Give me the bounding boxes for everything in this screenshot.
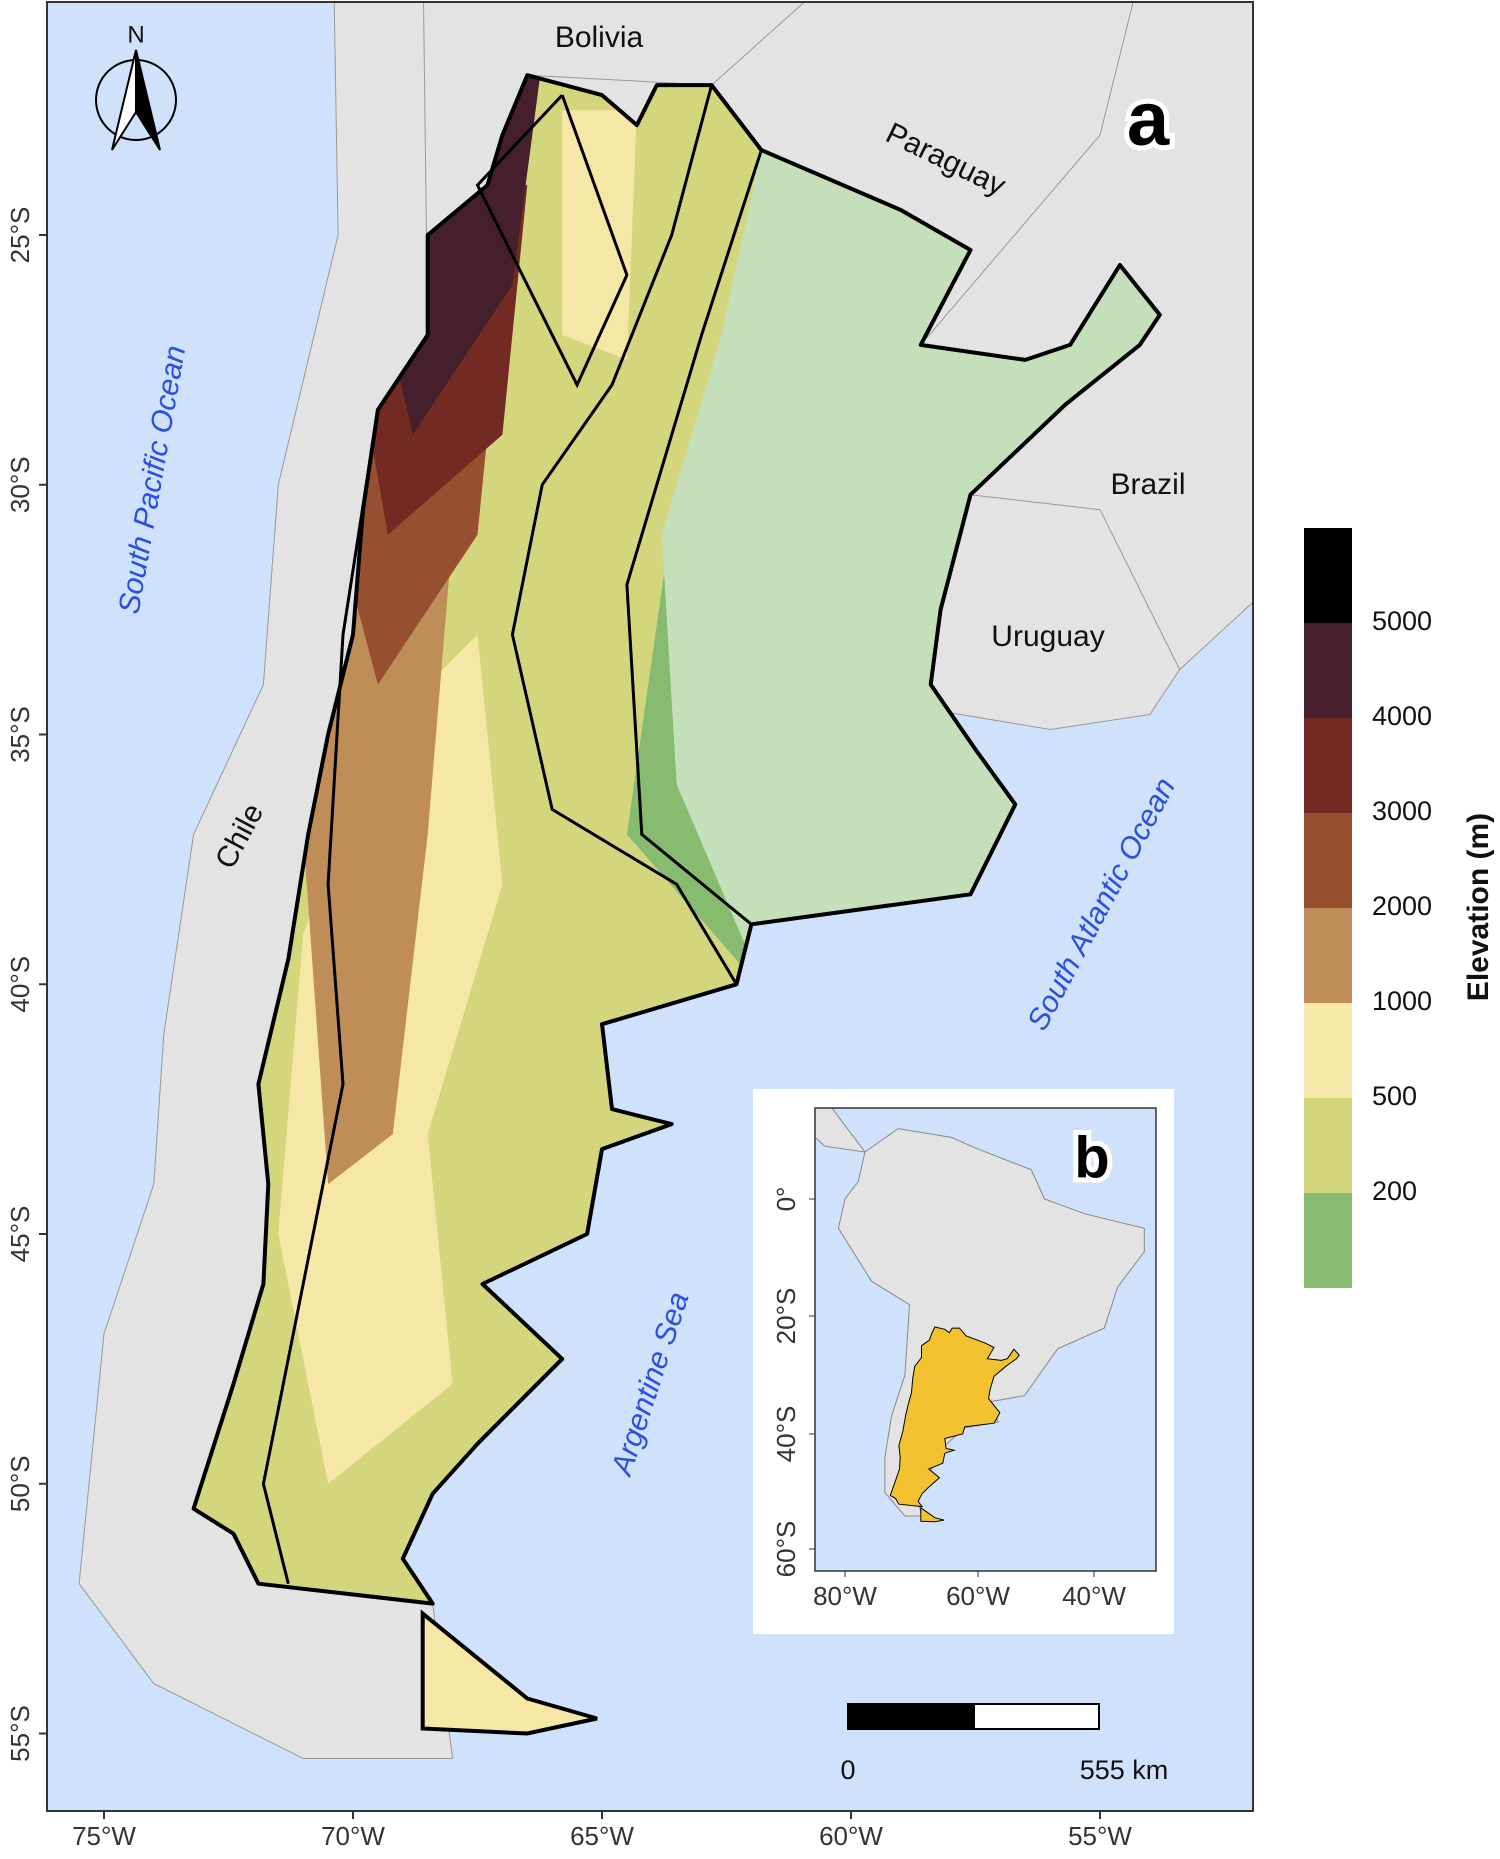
map-frame — [46, 1, 1254, 1812]
x-tick-label: 65°W — [570, 1821, 634, 1851]
country-label: Brazil — [1110, 468, 1185, 501]
y-tick-label: 45°S — [5, 1206, 35, 1263]
legend-swatch — [1304, 623, 1352, 718]
inset-y-tick-label: 0° — [771, 1187, 801, 1212]
scale-bar-black — [847, 1703, 975, 1730]
north-arrow-right — [135, 49, 161, 151]
legend-swatch — [1304, 813, 1352, 908]
inset-x-tick-label: 60°W — [946, 1581, 1010, 1611]
inset-y-tick-label: 40°S — [771, 1406, 801, 1463]
country-border — [920, 2, 1134, 346]
inset-map — [815, 1108, 1156, 1571]
tierra-del-fuego — [420, 1609, 598, 1736]
x-tick-label: 75°W — [72, 1821, 136, 1851]
legend-swatch — [1304, 1098, 1352, 1193]
legend-label: 4000 — [1372, 701, 1432, 731]
panel-label: a — [1127, 77, 1170, 162]
legend-label: 200 — [1372, 1176, 1417, 1206]
north-label: N — [127, 21, 144, 48]
legend-label: 2000 — [1372, 891, 1432, 921]
y-tick-label: 50°S — [5, 1455, 35, 1512]
inset-y-tick-label: 20°S — [771, 1288, 801, 1345]
y-tick-label: 40°S — [5, 956, 35, 1013]
inset-tdf — [920, 1506, 945, 1523]
legend-label: 3000 — [1372, 796, 1432, 826]
legend-swatch — [1304, 908, 1352, 1003]
legend-swatch — [1304, 718, 1352, 813]
ecoregion-boundary — [475, 94, 629, 389]
legend-label: 500 — [1372, 1081, 1417, 1111]
legend-title: Elevation (m) — [1462, 813, 1495, 1001]
elevation-band — [562, 110, 637, 360]
inset-frame — [814, 1107, 1157, 1572]
legend-label: 1000 — [1372, 986, 1432, 1016]
scale-end: 555 km — [1080, 1755, 1169, 1785]
scale-start: 0 — [840, 1755, 855, 1785]
argentina-outline — [191, 73, 1162, 1606]
ecoregion-boundary — [625, 149, 763, 926]
y-tick-label: 25°S — [5, 207, 35, 264]
ecoregion-boundary — [510, 84, 738, 986]
x-tick-label: 60°W — [819, 1821, 883, 1851]
overlay: 75°W 70°W 65°W 60°W 55°W 25°S 30°S 35°S 40°S 45°S… — [5, 21, 1495, 1851]
scale-bar-white — [973, 1703, 1100, 1730]
y-tick-label: 35°S — [5, 706, 35, 763]
legend-swatch — [1304, 1003, 1352, 1098]
inset-y-tick-label: 60°S — [771, 1521, 801, 1578]
inset-argentina — [889, 1326, 1020, 1508]
x-tick-label: 70°W — [321, 1821, 385, 1851]
y-tick-label: 30°S — [5, 456, 35, 513]
y-tick-label: 55°S — [5, 1705, 35, 1762]
country-border — [970, 494, 1181, 670]
inset-x-tick-label: 80°W — [813, 1581, 877, 1611]
legend-label: 5000 — [1372, 606, 1432, 636]
inset-panel-label: b — [1074, 1125, 1109, 1190]
country-label: Uruguay — [991, 620, 1104, 653]
legend-swatch — [1304, 1193, 1352, 1288]
inset-x-tick-label: 40°W — [1062, 1581, 1126, 1611]
country-label: Bolivia — [555, 21, 644, 54]
ecoregion-boundary — [261, 409, 380, 1585]
legend-swatch — [1304, 528, 1352, 623]
x-tick-label: 55°W — [1068, 1821, 1132, 1851]
